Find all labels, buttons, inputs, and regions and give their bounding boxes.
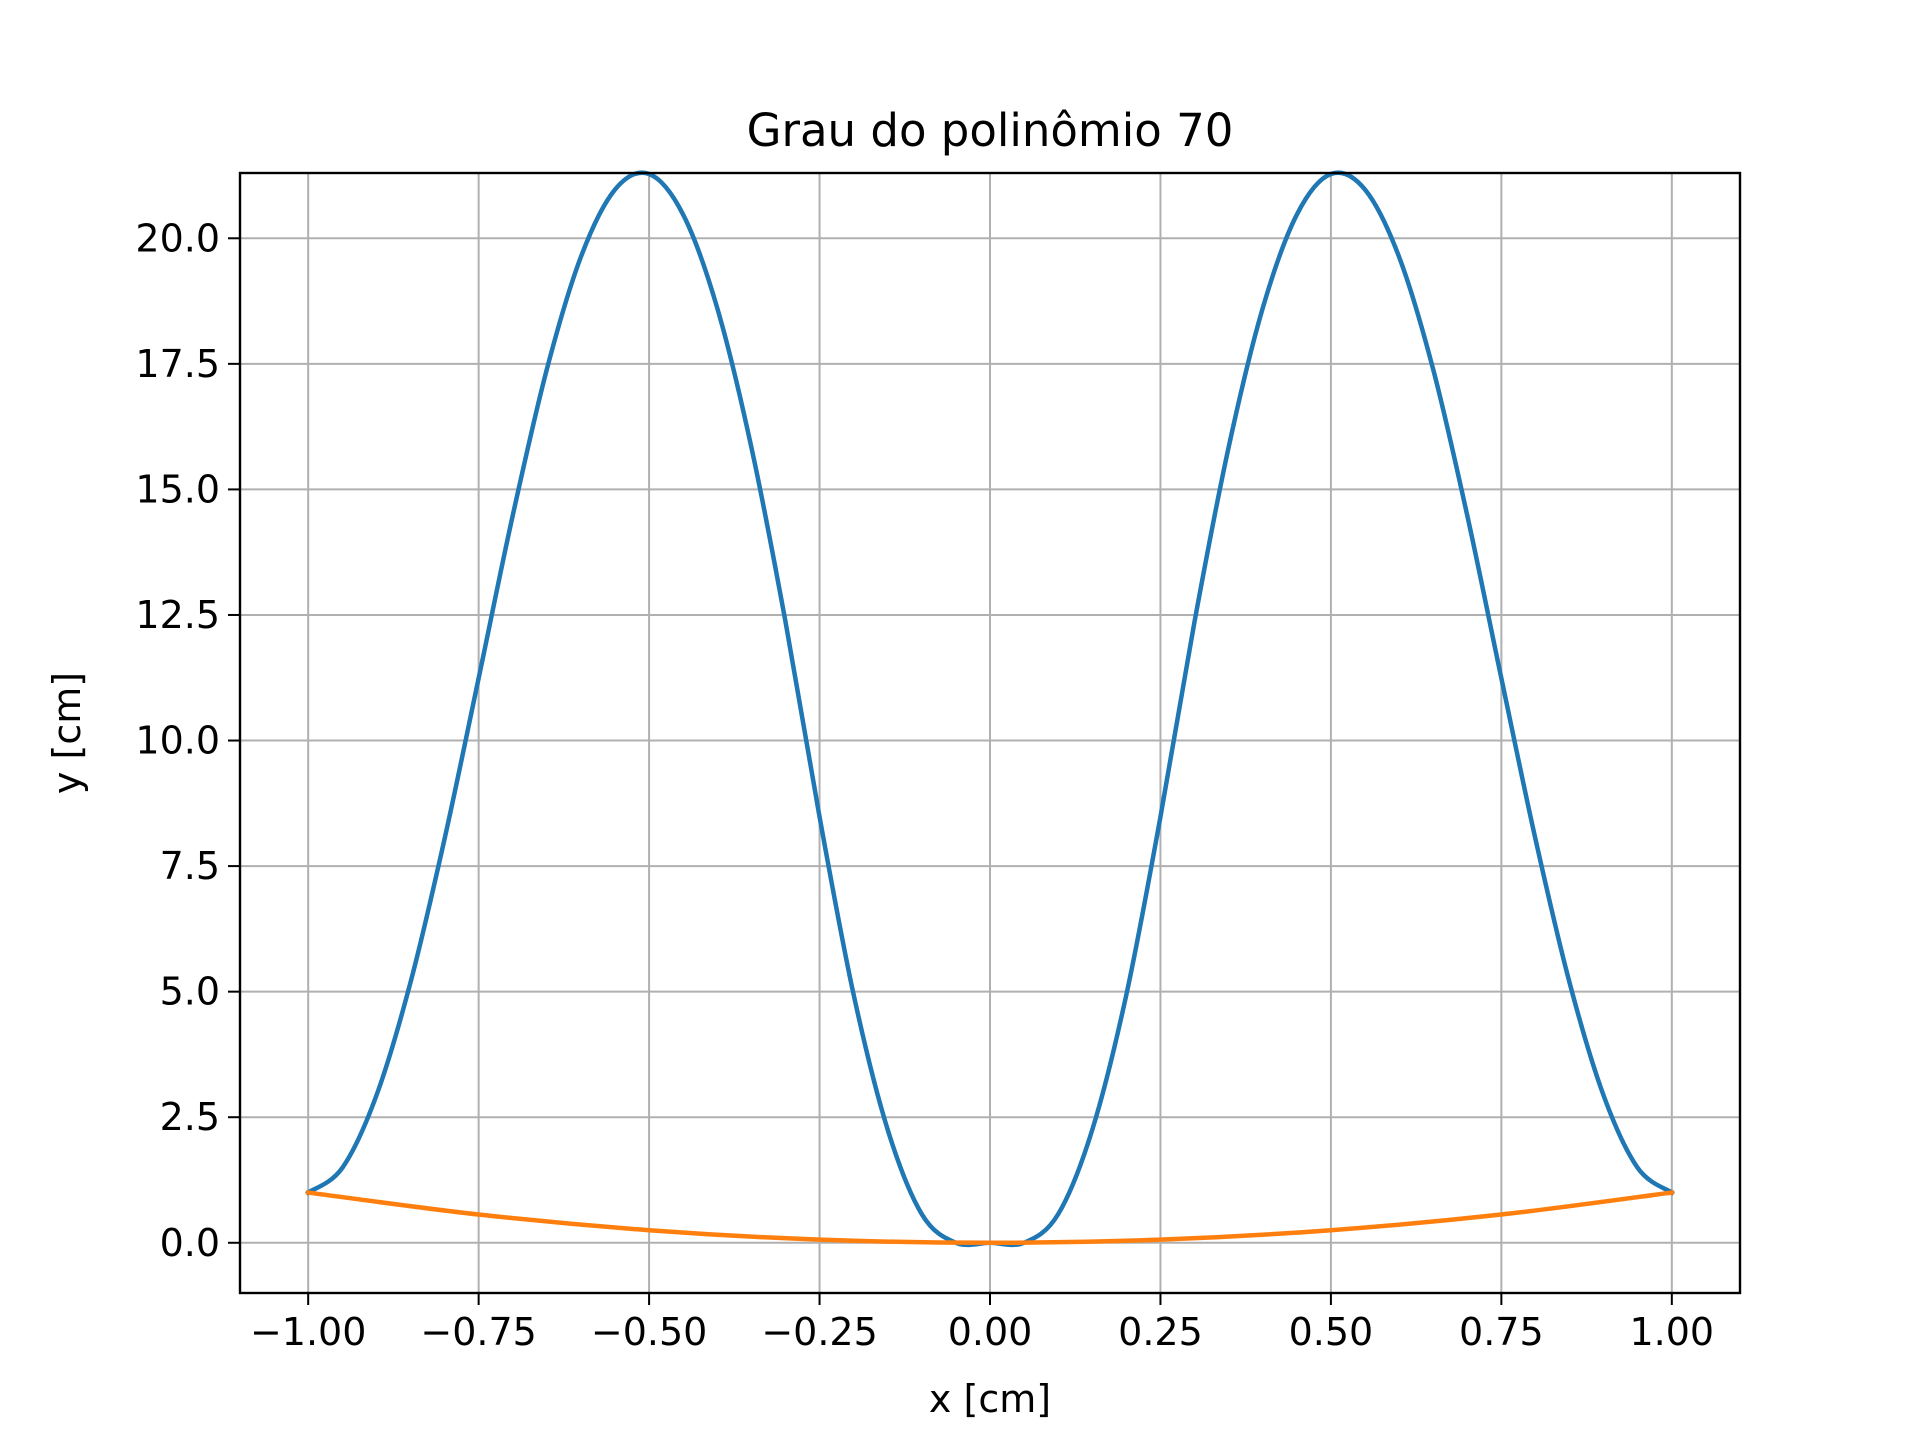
x-tick-label: 0.25 (1118, 1310, 1203, 1354)
y-tick-label: 15.0 (135, 467, 220, 511)
y-tick-label: 12.5 (135, 593, 220, 637)
x-tick-label: 0.50 (1289, 1310, 1374, 1354)
chart-title: Grau do polinômio 70 (747, 104, 1234, 157)
x-tick-label: −1.00 (250, 1310, 366, 1354)
y-tick-label: 17.5 (135, 342, 220, 386)
y-axis-label: y [cm] (45, 672, 89, 794)
x-tick-label: 0.75 (1459, 1310, 1544, 1354)
x-axis-label: x [cm] (929, 1377, 1051, 1421)
y-tick-label: 10.0 (135, 719, 220, 763)
y-tick-label: 5.0 (160, 970, 220, 1014)
y-tick-label: 20.0 (135, 216, 220, 260)
y-tick-label: 0.0 (160, 1221, 220, 1265)
series-line-2 (305, 1190, 1675, 1246)
x-tick-label: −0.25 (761, 1310, 877, 1354)
y-tick-label: 7.5 (160, 844, 220, 888)
y-tick-label: 2.5 (160, 1095, 220, 1139)
grid (240, 173, 1740, 1293)
axis-ticks: −1.00 −0.75 −0.50 −0.25 0.00 0.25 0.50 0.75 1.00… (135, 216, 1714, 1354)
x-tick-label: 1.00 (1630, 1310, 1715, 1354)
series-layer (305, 170, 1675, 1248)
x-tick-label: −0.75 (420, 1310, 536, 1354)
x-tick-label: 0.00 (948, 1310, 1033, 1354)
x-tick-label: −0.50 (591, 1310, 707, 1354)
